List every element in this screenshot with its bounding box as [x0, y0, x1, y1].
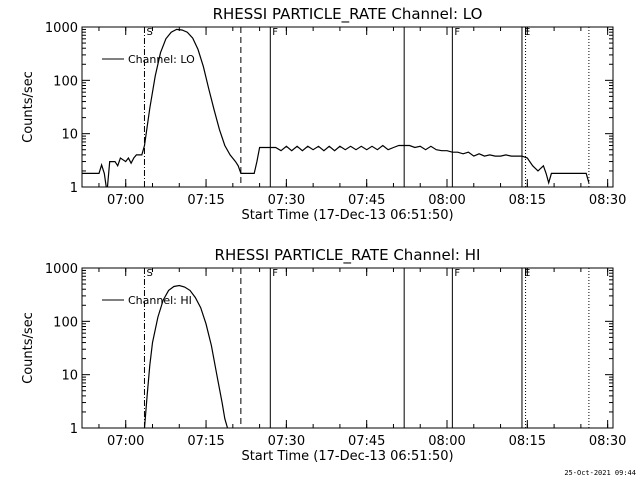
plot-frame: [81, 26, 614, 188]
x-tick-label: 07:00: [107, 193, 144, 208]
event-marker-label: E: [524, 268, 530, 279]
x-tick-label: 08:00: [428, 434, 465, 449]
event-marker-label: S: [146, 268, 152, 279]
x-tick-label: 08:15: [509, 434, 546, 449]
y-tick-label: 1: [70, 422, 78, 437]
y-tick-label: 10: [61, 369, 78, 384]
event-marker-label: S: [146, 27, 152, 38]
data-line: [143, 284, 229, 428]
event-marker-label: F: [454, 27, 460, 38]
x-tick-label: 08:30: [589, 434, 626, 449]
legend-label: Channel: LO: [128, 53, 195, 66]
chart-title: RHESSI PARTICLE_RATE Channel: HI: [215, 246, 481, 265]
y-tick-label: 100: [53, 74, 78, 89]
panel-hi: RHESSI PARTICLE_RATE Channel: HI Start Ti…: [21, 246, 626, 464]
panel-lo: RHESSI PARTICLE_RATE Channel: LO Start Ti…: [21, 5, 626, 223]
y-tick-label: 1000: [45, 21, 78, 36]
data-line: [82, 28, 590, 187]
event-marker-label: F: [454, 268, 460, 279]
event-marker-label: F: [272, 268, 278, 279]
y-tick-label: 10: [61, 128, 78, 143]
x-tick-label: 07:15: [187, 434, 224, 449]
y-tick-label: 1000: [45, 262, 78, 277]
x-tick-label: 08:00: [428, 193, 465, 208]
y-tick-label: 100: [53, 315, 78, 330]
x-axis-label: Start Time (17-Dec-13 06:51:50): [241, 449, 453, 464]
y-axis-label: Counts/sec: [21, 312, 36, 384]
event-marker-label: F: [272, 27, 278, 38]
x-axis-label: Start Time (17-Dec-13 06:51:50): [241, 208, 453, 223]
x-tick-label: 07:45: [348, 434, 385, 449]
chart-title: RHESSI PARTICLE_RATE Channel: LO: [213, 5, 483, 24]
event-marker-label: E: [524, 27, 530, 38]
x-tick-label: 07:30: [268, 434, 305, 449]
legend-label: Channel: HI: [128, 294, 192, 307]
x-tick-label: 08:15: [509, 193, 546, 208]
x-tick-label: 07:00: [107, 434, 144, 449]
x-tick-label: 07:45: [348, 193, 385, 208]
plot-frame: [81, 267, 614, 429]
y-axis-label: Counts/sec: [21, 71, 36, 143]
x-tick-label: 08:30: [589, 193, 626, 208]
generation-timestamp: 25-Oct-2021 09:44: [564, 469, 636, 477]
x-tick-label: 07:15: [187, 193, 224, 208]
x-tick-label: 07:30: [268, 193, 305, 208]
y-tick-label: 1: [70, 181, 78, 196]
